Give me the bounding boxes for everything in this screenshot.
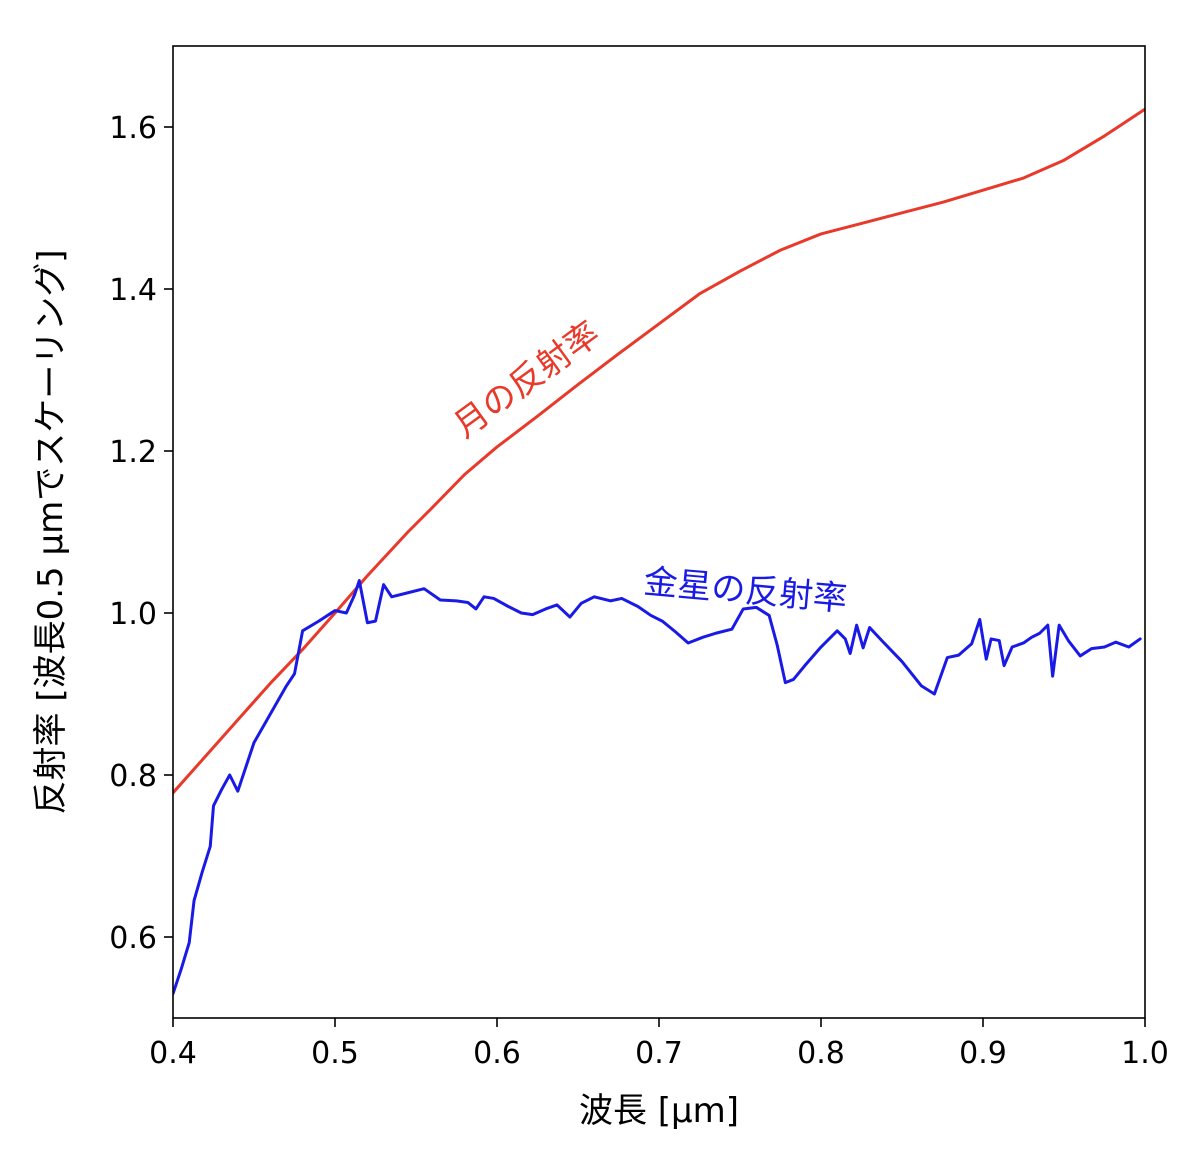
y-tick-label: 1.0: [109, 597, 157, 632]
x-axis-label: 波長 [μm]: [579, 1091, 739, 1131]
plot-frame: [172, 45, 1146, 1019]
moon-reflectance-line: [173, 107, 1145, 795]
y-tick-label: 1.6: [109, 111, 157, 146]
series-layer: [173, 107, 1145, 996]
x-tick-label: 0.8: [797, 1036, 845, 1071]
y-tick-label: 0.6: [109, 921, 157, 956]
y-tick-label: 1.2: [109, 435, 157, 470]
x-tick-label: 0.4: [149, 1036, 197, 1071]
x-tick-label: 0.5: [311, 1036, 359, 1071]
y-tick-label: 0.8: [109, 759, 157, 794]
x-tick-label: 0.9: [959, 1036, 1007, 1071]
y-axis-label: 反射率 [波長0.5 μmでスケーリング]: [31, 250, 71, 815]
x-axis-ticks: 0.4 0.5 0.6 0.7 0.8 0.9 1.0: [149, 1018, 1169, 1071]
x-tick-label: 0.6: [473, 1036, 521, 1071]
y-axis-ticks: 0.6 0.8 1.0 1.2 1.4 1.6: [109, 111, 173, 956]
y-tick-label: 1.4: [109, 273, 157, 308]
venus-series-annotation: 金星の反射率: [642, 562, 849, 620]
venus-reflectance-line: [173, 579, 1142, 996]
x-tick-label: 0.7: [635, 1036, 683, 1071]
x-tick-label: 1.0: [1121, 1036, 1169, 1071]
